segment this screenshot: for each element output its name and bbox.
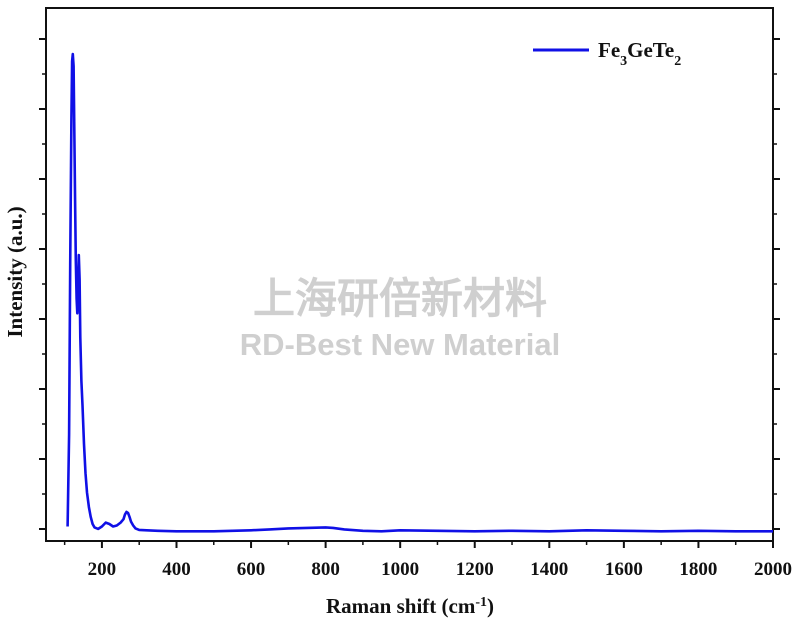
x-axis-title: Raman shift (cm-1) [326,594,494,618]
series-line-fe3gete2 [66,52,773,533]
x-axis-ticks: 200 400 600 800 1000 1200 1400 1600 1800 2000 [63,541,792,580]
x-tick-label: 800 [311,559,340,580]
x-tick-label: 400 [162,559,191,580]
legend: Fe3GeTe2 [533,38,681,69]
x-tick-label: 600 [237,559,266,580]
watermark-chinese: 上海研倍新材料 [253,274,547,323]
x-tick-label: 1600 [605,559,643,580]
series-layer [66,52,773,533]
y-axis-ticks [39,38,780,530]
x-tick-label: 200 [88,559,117,580]
plot-border [45,7,774,542]
x-tick-label: 2000 [754,559,792,580]
plot-frame [45,7,774,542]
y-axis-title: Intensity (a.u.) [3,206,27,337]
watermark-english: RD-Best New Material [240,327,560,362]
legend-label-fe3gete2: Fe3GeTe2 [598,38,681,69]
x-tick-label: 1800 [679,559,717,580]
x-tick-label: 1200 [456,559,494,580]
x-tick-label: 1400 [530,559,568,580]
x-tick-label: 1000 [381,559,419,580]
